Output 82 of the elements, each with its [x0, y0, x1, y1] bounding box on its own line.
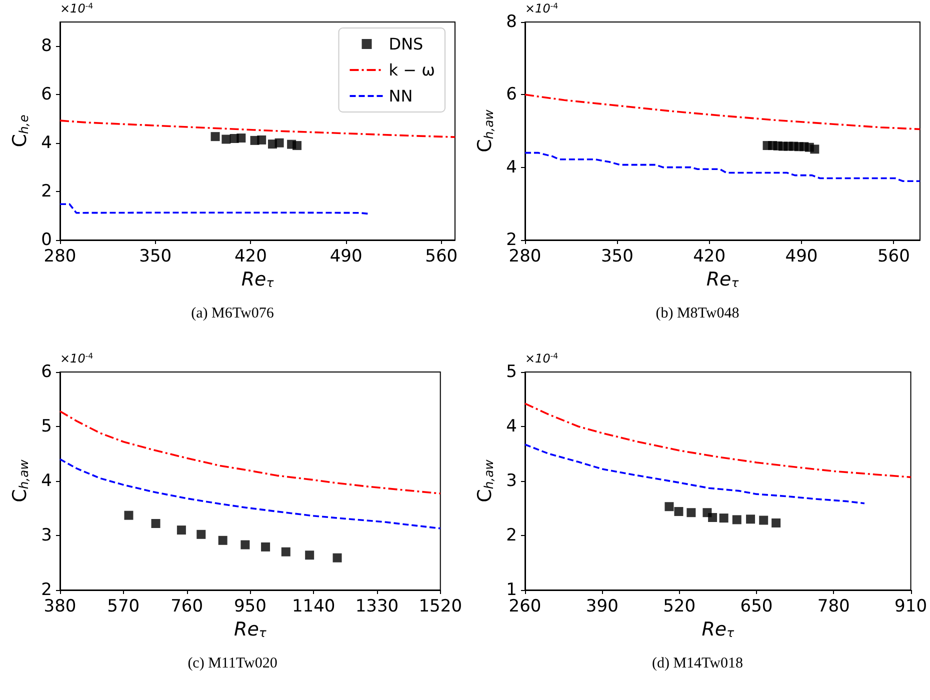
- x-tick-label: 1330: [355, 596, 399, 616]
- point: [332, 553, 342, 562]
- point: [281, 547, 290, 556]
- x-tick-label: 570: [107, 596, 140, 616]
- x-tick-label: 350: [600, 246, 634, 266]
- line-series: [524, 94, 921, 130]
- y-tick-label: 3: [506, 471, 517, 491]
- y-tick-label: 4: [506, 157, 517, 178]
- x-tick-label: 420: [693, 246, 726, 266]
- x-tick-label: 490: [785, 246, 818, 266]
- line-series: [59, 458, 442, 530]
- y-tick-label: 4: [41, 471, 52, 491]
- x-tick-label: 650: [740, 596, 773, 616]
- point: [257, 135, 266, 144]
- x-tick-label: 760: [170, 596, 204, 616]
- point: [732, 515, 742, 524]
- y-axis-title: Ch,e: [9, 114, 32, 148]
- point: [686, 508, 696, 518]
- x-tick-label: 390: [586, 596, 618, 616]
- point: [236, 134, 246, 143]
- x-tick-label: 560: [425, 246, 458, 266]
- x-tick-label: 520: [663, 596, 696, 616]
- x-tick-label: 910: [894, 596, 928, 616]
- y-tick-label: 8: [41, 36, 52, 56]
- x-axis-title: Reτ: [702, 618, 735, 640]
- point: [124, 510, 134, 520]
- y-tick-label: 4: [506, 416, 517, 436]
- y-axis-title: Ch,aw: [474, 108, 496, 152]
- y-tick-label: 5: [41, 416, 52, 436]
- y-tick-label: 6: [41, 362, 52, 382]
- point: [222, 134, 231, 144]
- y-tick-label: 4: [41, 133, 52, 154]
- text: (c) M11Tw020: [188, 656, 278, 672]
- text: (a) M6Tw076: [191, 306, 274, 322]
- x-axis-title: Reτ: [241, 268, 274, 290]
- line-series: [59, 203, 370, 215]
- line-series: [524, 402, 912, 478]
- point: [218, 536, 228, 545]
- line-series: [59, 120, 456, 138]
- point: [176, 526, 186, 535]
- point: [664, 502, 674, 512]
- line-series: [59, 410, 442, 494]
- point: [708, 513, 718, 522]
- y-tick-label: 8: [506, 12, 517, 32]
- point: [240, 540, 250, 550]
- point: [759, 516, 768, 525]
- y-tick-label: 6: [41, 84, 52, 105]
- point: [196, 530, 206, 539]
- point: [305, 550, 314, 560]
- point: [772, 518, 781, 528]
- point: [746, 514, 756, 524]
- line-series: [524, 444, 866, 504]
- x-tick-label: 490: [330, 246, 362, 266]
- y-tick-label: 5: [506, 362, 517, 382]
- x-tick-label: 950: [234, 596, 266, 616]
- y-tick-label: 2: [506, 526, 517, 546]
- y-axis-title: Ch,aw: [474, 458, 496, 502]
- point: [719, 514, 728, 523]
- x-tick-label: 1140: [292, 596, 336, 616]
- point: [674, 507, 684, 516]
- y-tick-label: 3: [41, 526, 52, 546]
- point: [292, 141, 302, 150]
- legend-label: NN: [388, 86, 413, 106]
- x-tick-label: 420: [234, 246, 267, 266]
- y-axis-title: Ch,aw: [9, 458, 32, 502]
- legend-label: k − ω: [388, 60, 436, 80]
- x-axis-title: Reτ: [234, 618, 267, 640]
- line-series: [524, 152, 921, 182]
- legend-label: DNS: [388, 34, 424, 54]
- y-tick-label: 2: [41, 182, 52, 202]
- point: [261, 542, 270, 552]
- x-tick-label: 350: [139, 246, 172, 266]
- x-tick-label: 560: [877, 246, 910, 266]
- text: (d) M14Tw018: [652, 656, 744, 672]
- point: [151, 519, 160, 528]
- x-axis-title: Reτ: [706, 268, 740, 290]
- x-tick-label: 780: [817, 596, 850, 616]
- point: [274, 138, 284, 148]
- x-tick-label: 1520: [418, 596, 462, 616]
- y-tick-label: 6: [506, 84, 517, 105]
- text: (b) M8Tw048: [656, 306, 740, 322]
- point: [210, 132, 220, 142]
